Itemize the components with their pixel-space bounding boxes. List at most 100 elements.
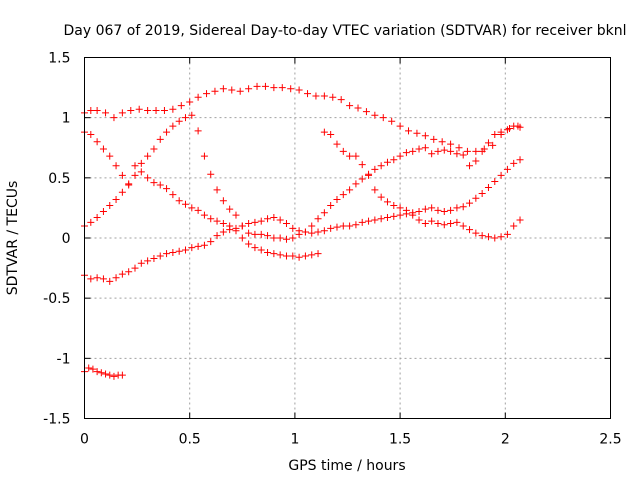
- data-point: [106, 152, 114, 160]
- series-track-1: [81, 82, 522, 155]
- data-point: [434, 206, 442, 214]
- data-point: [472, 229, 480, 237]
- data-point: [245, 220, 253, 228]
- data-point: [327, 224, 335, 232]
- data-point: [207, 215, 215, 223]
- data-point: [346, 186, 354, 194]
- data-point: [405, 127, 413, 135]
- data-point: [409, 147, 417, 155]
- data-point: [135, 105, 143, 113]
- data-point: [402, 206, 410, 214]
- data-point: [245, 85, 253, 93]
- data-point: [320, 227, 328, 235]
- data-point: [453, 150, 461, 158]
- data-point: [156, 181, 164, 189]
- data-point: [188, 111, 196, 119]
- data-point: [455, 144, 463, 152]
- data-point: [409, 211, 417, 219]
- data-point: [478, 232, 486, 240]
- data-point: [251, 218, 259, 226]
- data-point: [314, 228, 322, 236]
- data-point: [377, 162, 385, 170]
- data-point: [463, 147, 471, 155]
- series-track-2: [81, 111, 524, 243]
- data-point: [295, 86, 303, 94]
- data-point: [308, 222, 316, 230]
- data-point: [219, 228, 227, 236]
- data-point: [491, 131, 499, 139]
- data-point: [232, 211, 240, 219]
- data-point: [87, 275, 95, 283]
- data-point: [264, 248, 272, 256]
- data-point: [388, 117, 396, 125]
- data-point: [447, 220, 455, 228]
- data-point: [110, 114, 118, 122]
- data-point: [175, 197, 183, 205]
- data-point: [472, 157, 480, 165]
- data-point: [213, 217, 221, 225]
- data-point: [308, 229, 316, 237]
- series-track-3: [81, 156, 524, 285]
- data-point: [211, 87, 219, 95]
- data-point: [510, 122, 518, 130]
- data-point: [219, 197, 227, 205]
- data-point: [131, 162, 139, 170]
- data-point: [415, 208, 423, 216]
- data-point: [371, 165, 379, 173]
- data-point: [87, 131, 95, 139]
- data-point: [320, 92, 328, 100]
- y-tick-label: 0: [62, 231, 71, 247]
- data-point: [396, 211, 404, 219]
- data-point: [472, 194, 480, 202]
- data-point: [333, 195, 341, 203]
- data-point: [396, 152, 404, 160]
- x-axis-label: GPS time / hours: [288, 458, 405, 474]
- data-point: [181, 114, 189, 122]
- data-point: [125, 180, 133, 188]
- data-point: [257, 246, 265, 254]
- data-point: [264, 232, 272, 240]
- data-point: [453, 204, 461, 212]
- data-point: [213, 186, 221, 194]
- data-point: [150, 254, 158, 262]
- data-point: [301, 252, 309, 260]
- data-point: [207, 170, 215, 178]
- data-point: [354, 104, 362, 112]
- data-point: [118, 171, 126, 179]
- data-point: [251, 230, 259, 238]
- data-point: [85, 364, 93, 372]
- data-point: [447, 147, 455, 155]
- data-point: [339, 147, 347, 155]
- data-point: [466, 162, 474, 170]
- data-point: [327, 131, 335, 139]
- data-point: [194, 93, 202, 101]
- data-point: [466, 199, 474, 207]
- data-point: [377, 193, 385, 201]
- data-point: [270, 84, 278, 92]
- data-point: [118, 109, 126, 117]
- data-point: [484, 233, 492, 241]
- data-point: [188, 204, 196, 212]
- data-point: [287, 85, 295, 93]
- data-point: [396, 204, 404, 212]
- data-point: [503, 165, 511, 173]
- data-point: [99, 145, 107, 153]
- data-point: [207, 238, 215, 246]
- data-point: [337, 96, 345, 104]
- data-point: [289, 234, 297, 242]
- data-point: [453, 218, 461, 226]
- data-point: [308, 251, 316, 259]
- data-point: [144, 174, 152, 182]
- data-point: [415, 216, 423, 224]
- data-point: [377, 215, 385, 223]
- data-point: [112, 195, 120, 203]
- data-point: [131, 171, 139, 179]
- data-point: [478, 147, 486, 155]
- data-point: [137, 259, 145, 267]
- data-point: [447, 140, 455, 148]
- data-point: [491, 234, 499, 242]
- data-points: [81, 82, 524, 380]
- y-tick-label: -0.5: [43, 291, 70, 307]
- data-point: [169, 105, 177, 113]
- data-point: [257, 230, 265, 238]
